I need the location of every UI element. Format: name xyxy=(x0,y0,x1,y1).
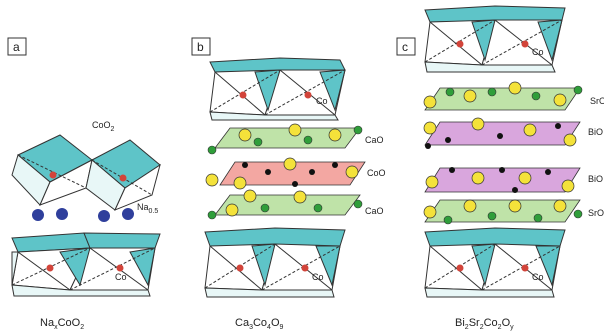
panel-b-co-bottom-label: Co xyxy=(312,272,324,282)
panel-a-label-box xyxy=(7,37,27,56)
panel-c-bio-2-label: BiO xyxy=(588,174,603,184)
panel-c-bio-1-label: BiO xyxy=(588,127,603,137)
panel-b-label: b xyxy=(197,40,204,54)
panel-a-na-atoms xyxy=(32,208,134,222)
panel-a: a CoO2 Na0.5 xyxy=(7,37,161,331)
panel-b-label-box xyxy=(191,37,211,56)
panel-a-caption: NaxCoO2 xyxy=(40,317,84,331)
panel-b-cao-1-label: CaO xyxy=(365,135,384,145)
panel-c-label: c xyxy=(402,40,408,54)
panel-b-cao-2-label: CaO xyxy=(365,206,384,216)
panel-c: c Co SrO xyxy=(396,5,604,331)
panel-c-sro-2-label: SrO xyxy=(588,208,604,218)
panel-b-cao-layer-2 xyxy=(207,189,363,220)
panel-b-octahedra-bottom xyxy=(204,227,346,298)
panel-b-cao-layer-1 xyxy=(207,123,363,155)
panel-c-bio-layer-2 xyxy=(424,167,581,193)
panel-c-sro-1-label: SrO xyxy=(590,96,604,106)
panel-c-octahedra-top xyxy=(424,5,566,73)
panel-c-caption: Bi2Sr2Co2Oy xyxy=(455,317,514,331)
panel-c-co-bottom-label: Co xyxy=(532,272,544,282)
panel-b-octahedra-top xyxy=(209,57,346,121)
panel-c-bio-layer-1 xyxy=(423,117,581,149)
panel-a-label: a xyxy=(13,40,20,54)
panel-b-co-top-label: Co xyxy=(316,96,328,106)
panel-a-na-label: Na0.5 xyxy=(137,202,158,215)
panel-b-coo-layer xyxy=(205,157,366,190)
panel-a-coo2-octahedra-top xyxy=(11,134,161,211)
panel-c-octahedra-bottom xyxy=(424,227,566,298)
panel-b-caption: Ca3Co4O9 xyxy=(235,317,284,331)
panel-c-sro-layer-1 xyxy=(423,81,583,111)
panel-b-coo-label: CoO xyxy=(367,168,386,178)
panel-a-coo2-octahedra-bottom xyxy=(11,232,161,297)
panel-c-label-box xyxy=(396,37,416,56)
panel-a-co-label: Co xyxy=(115,272,127,282)
panel-c-sro-layer-2 xyxy=(423,199,583,225)
panel-b: b Co CaO xyxy=(191,37,386,331)
panel-c-co-top-label: Co xyxy=(532,47,544,57)
panel-a-coo2-label: CoO2 xyxy=(92,120,115,133)
